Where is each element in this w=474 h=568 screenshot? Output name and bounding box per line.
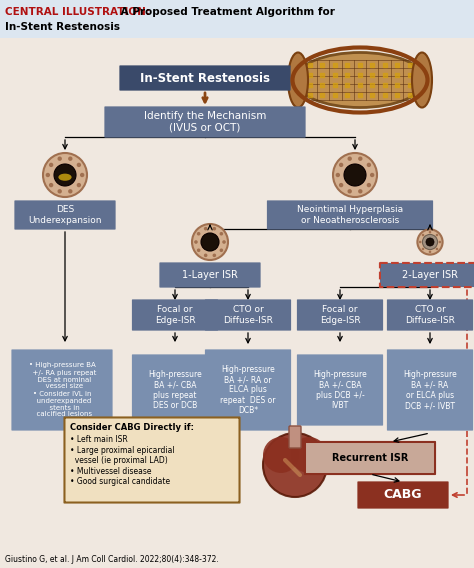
FancyBboxPatch shape — [380, 263, 474, 287]
Text: High-pressure
BA +/- CBA
plus DCB +/-
IVBT: High-pressure BA +/- CBA plus DCB +/- IV… — [313, 370, 367, 410]
Circle shape — [204, 227, 208, 231]
Text: CTO or
Diffuse-ISR: CTO or Diffuse-ISR — [223, 306, 273, 325]
Text: High-pressure
BA +/- RA
or ELCA plus
DCB +/- IVBT: High-pressure BA +/- RA or ELCA plus DCB… — [403, 370, 457, 410]
FancyBboxPatch shape — [387, 300, 473, 330]
Circle shape — [197, 248, 201, 252]
Circle shape — [57, 189, 62, 194]
FancyBboxPatch shape — [64, 417, 239, 503]
Circle shape — [438, 241, 441, 243]
Circle shape — [212, 253, 216, 257]
FancyBboxPatch shape — [358, 482, 448, 508]
FancyBboxPatch shape — [120, 66, 290, 90]
Circle shape — [77, 162, 81, 167]
Circle shape — [192, 224, 228, 260]
Circle shape — [43, 153, 87, 197]
Circle shape — [54, 164, 76, 186]
Text: 1-Layer ISR: 1-Layer ISR — [182, 270, 238, 280]
Circle shape — [57, 156, 62, 161]
Text: Recurrent ISR: Recurrent ISR — [332, 453, 408, 463]
Circle shape — [46, 173, 50, 177]
Circle shape — [197, 232, 201, 236]
Text: A Proposed Treatment Algorithm for: A Proposed Treatment Algorithm for — [117, 7, 335, 17]
FancyBboxPatch shape — [105, 107, 305, 137]
Circle shape — [201, 233, 219, 251]
FancyBboxPatch shape — [160, 263, 260, 287]
Circle shape — [291, 437, 327, 473]
FancyBboxPatch shape — [205, 350, 291, 430]
Text: 2-Layer ISR: 2-Layer ISR — [402, 270, 458, 280]
Text: High-pressure
BA +/- RA or
ELCA plus
repeat  DES or
DCB*: High-pressure BA +/- RA or ELCA plus rep… — [220, 365, 276, 415]
Circle shape — [263, 437, 299, 473]
Text: CTO or
Diffuse-ISR: CTO or Diffuse-ISR — [405, 306, 455, 325]
Circle shape — [80, 173, 84, 177]
FancyBboxPatch shape — [305, 442, 435, 474]
Text: Giustino G, et al. J Am Coll Cardiol. 2022;80(4):348-372.: Giustino G, et al. J Am Coll Cardiol. 20… — [5, 556, 219, 565]
Circle shape — [333, 153, 377, 197]
Circle shape — [263, 433, 327, 497]
Circle shape — [77, 183, 81, 187]
Circle shape — [418, 229, 443, 254]
FancyBboxPatch shape — [12, 350, 112, 430]
Bar — [0, 0, 474, 38]
Text: • Left main ISR
• Large proximal epicardial
  vessel (ie proximal LAD)
• Multive: • Left main ISR • Large proximal epicard… — [71, 436, 175, 486]
Circle shape — [339, 162, 343, 167]
Text: DES
Underexpansion: DES Underexpansion — [28, 205, 102, 225]
Circle shape — [49, 162, 53, 167]
Circle shape — [347, 189, 352, 194]
FancyBboxPatch shape — [298, 300, 383, 330]
Circle shape — [436, 234, 438, 236]
Circle shape — [336, 173, 340, 177]
Circle shape — [370, 173, 374, 177]
Ellipse shape — [58, 174, 72, 181]
FancyBboxPatch shape — [205, 300, 291, 330]
Text: Neointimal Hyperplasia
or Neoatherosclerosis: Neointimal Hyperplasia or Neoatheroscler… — [297, 205, 403, 225]
Circle shape — [339, 183, 343, 187]
Ellipse shape — [412, 52, 432, 107]
Circle shape — [344, 164, 366, 186]
Circle shape — [422, 248, 424, 250]
Circle shape — [49, 183, 53, 187]
FancyBboxPatch shape — [132, 355, 218, 425]
Circle shape — [194, 240, 198, 244]
Circle shape — [212, 227, 216, 231]
Circle shape — [219, 248, 223, 252]
Text: CABG: CABG — [384, 488, 422, 502]
Circle shape — [204, 253, 208, 257]
FancyBboxPatch shape — [267, 201, 433, 229]
Text: In-Stent Restenosis: In-Stent Restenosis — [5, 22, 120, 32]
FancyBboxPatch shape — [132, 300, 218, 330]
Text: Identify the Mechanism
(IVUS or OCT): Identify the Mechanism (IVUS or OCT) — [144, 111, 266, 133]
Text: • High-pressure BA
  +/- RA plus repeat
  DES at nominal
  vessel size
• Conside: • High-pressure BA +/- RA plus repeat DE… — [28, 362, 96, 417]
Circle shape — [219, 232, 223, 236]
Text: Consider CABG Directly if:: Consider CABG Directly if: — [71, 424, 194, 432]
Circle shape — [422, 234, 424, 236]
Circle shape — [426, 238, 434, 246]
Circle shape — [429, 231, 431, 233]
Ellipse shape — [295, 52, 425, 107]
Text: CENTRAL ILLUSTRATION:: CENTRAL ILLUSTRATION: — [5, 7, 150, 17]
Text: In-Stent Restenosis: In-Stent Restenosis — [140, 72, 270, 85]
Circle shape — [222, 240, 226, 244]
Ellipse shape — [288, 52, 308, 107]
FancyBboxPatch shape — [387, 350, 473, 430]
FancyBboxPatch shape — [298, 355, 383, 425]
Circle shape — [358, 189, 363, 194]
FancyBboxPatch shape — [15, 201, 115, 229]
Text: High-pressure
BA +/- CBA
plus repeat
DES or DCB: High-pressure BA +/- CBA plus repeat DES… — [148, 370, 202, 410]
Circle shape — [436, 248, 438, 250]
Circle shape — [367, 183, 371, 187]
Circle shape — [347, 156, 352, 161]
Circle shape — [422, 235, 438, 249]
Text: Focal or
Edge-ISR: Focal or Edge-ISR — [319, 306, 360, 325]
Circle shape — [429, 250, 431, 253]
Text: Focal or
Edge-ISR: Focal or Edge-ISR — [155, 306, 195, 325]
Circle shape — [68, 189, 73, 194]
Circle shape — [419, 241, 421, 243]
Circle shape — [68, 156, 73, 161]
Circle shape — [367, 162, 371, 167]
Circle shape — [358, 156, 363, 161]
FancyBboxPatch shape — [289, 426, 301, 448]
